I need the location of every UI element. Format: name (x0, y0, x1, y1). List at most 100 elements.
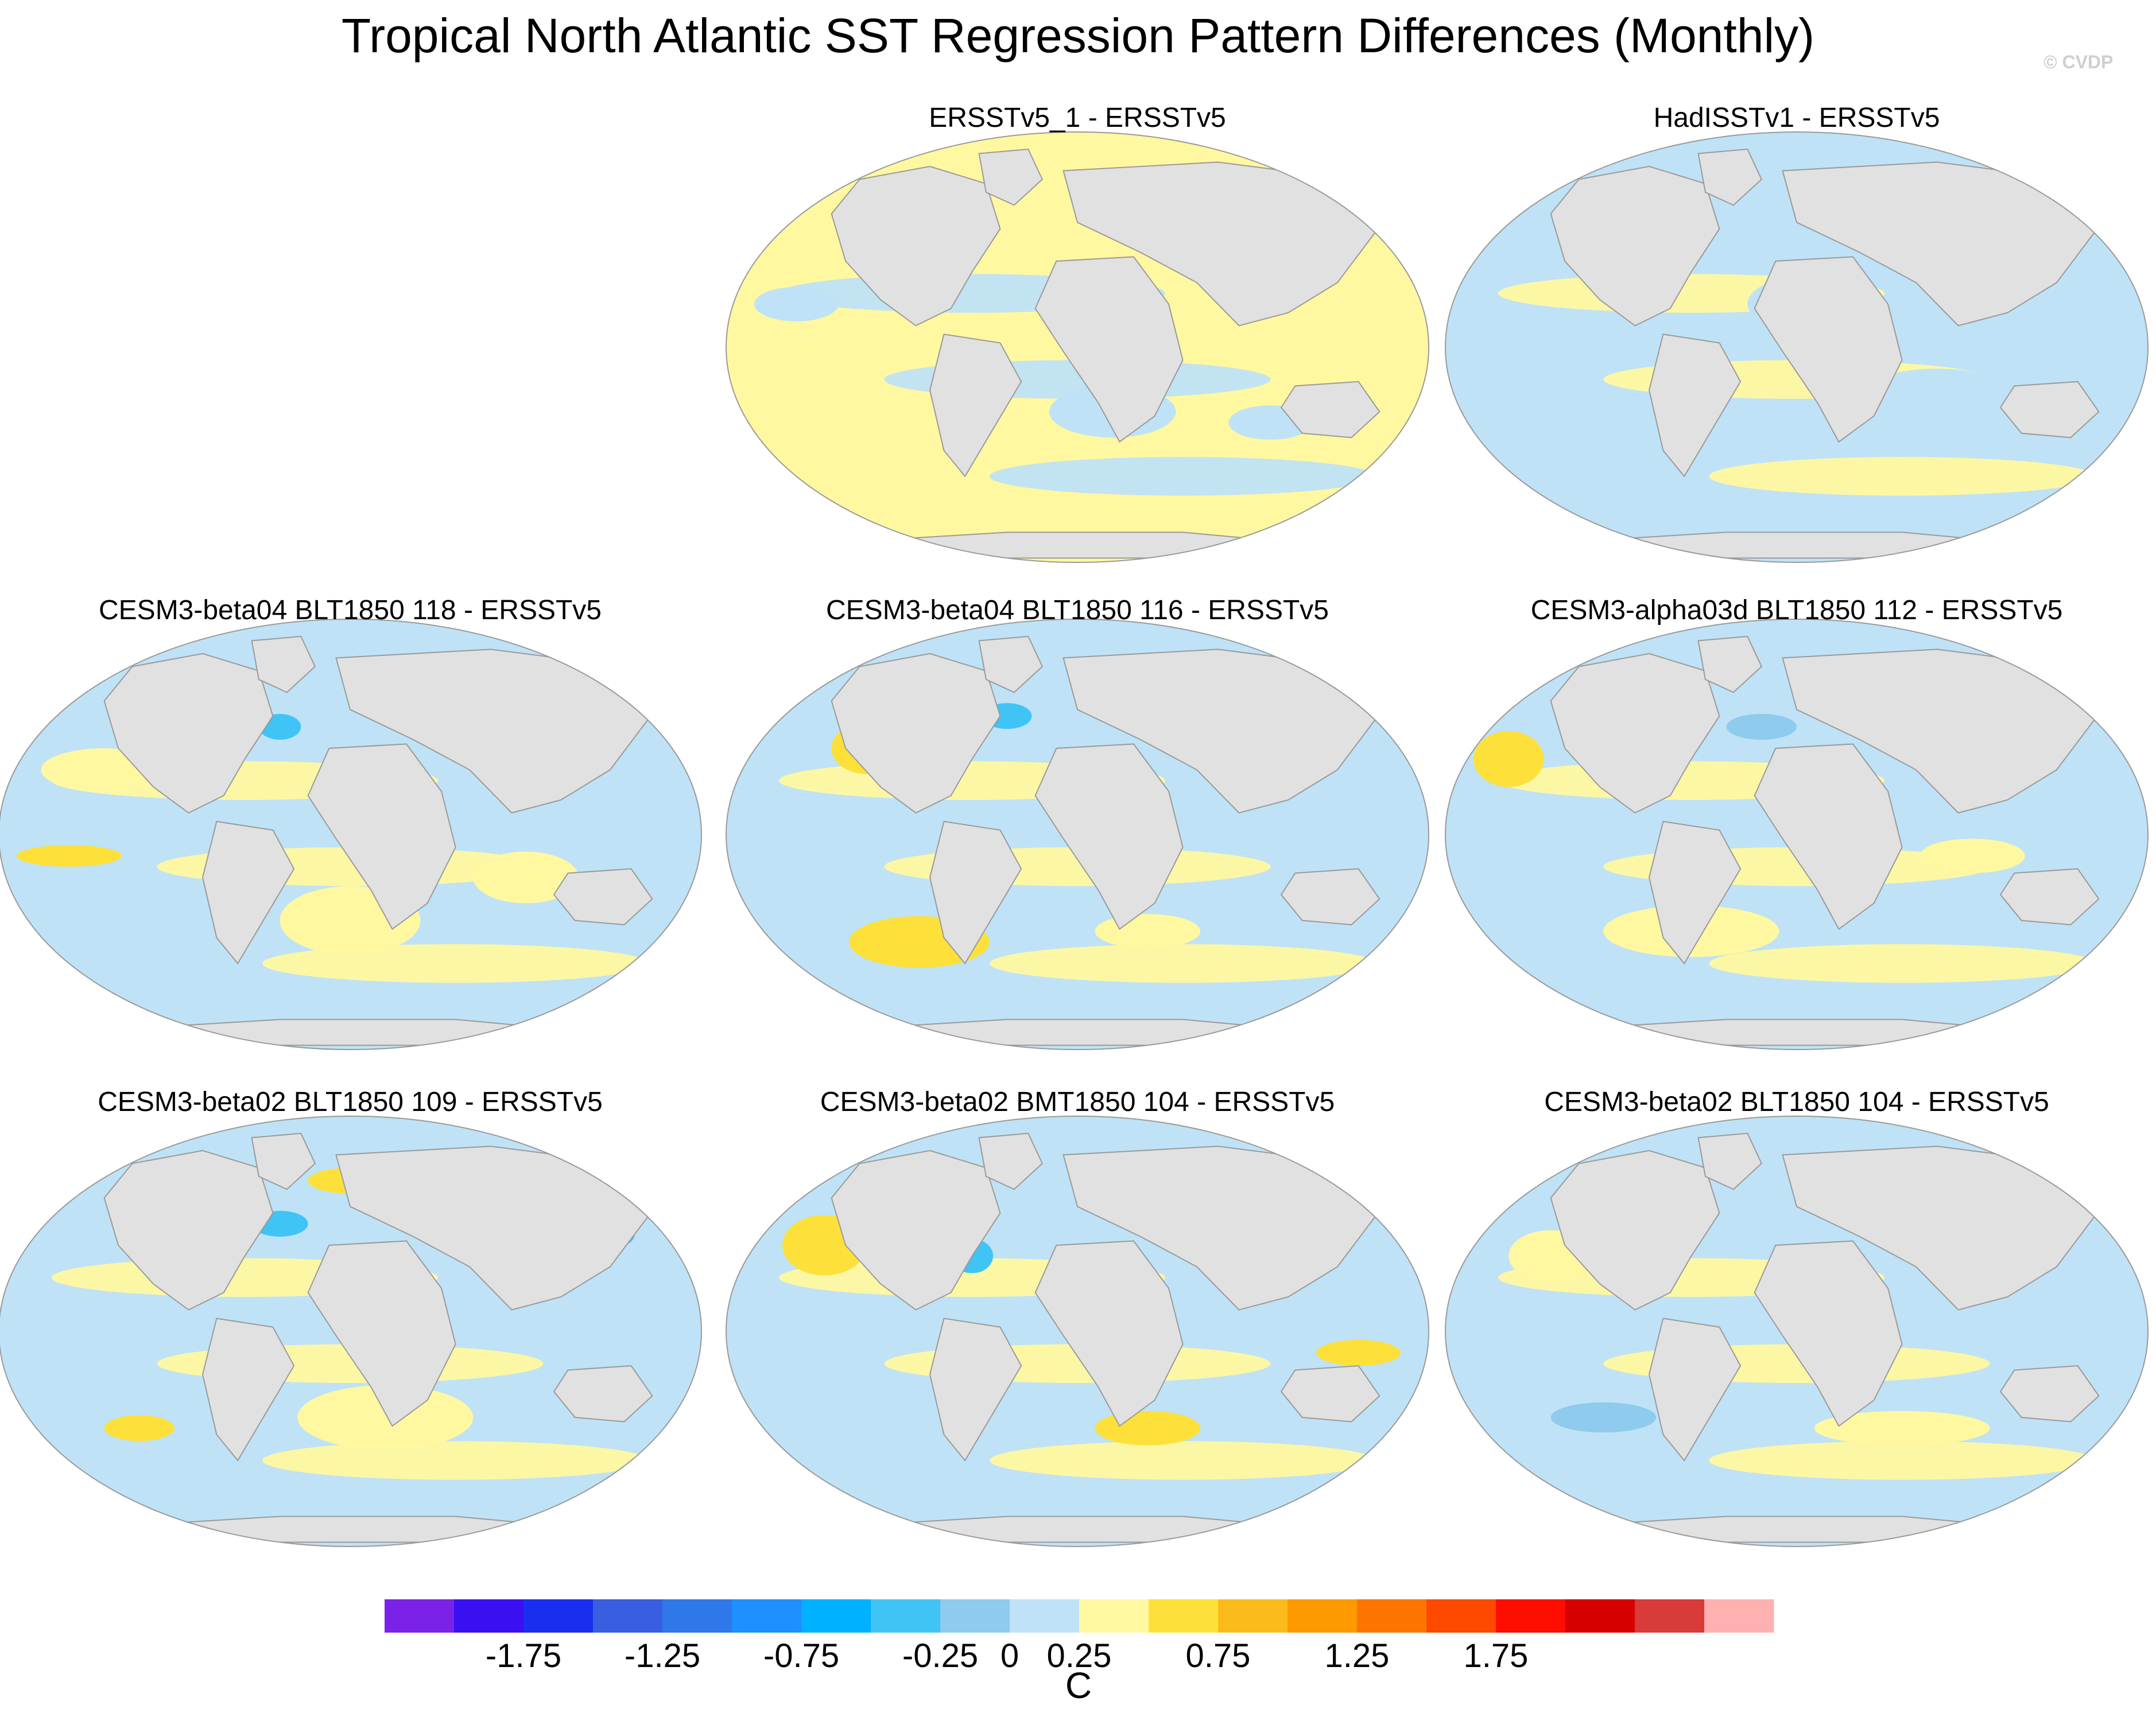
land-mass (1034, 256, 1184, 443)
anomaly-patch (1814, 1411, 1990, 1446)
land-mass (139, 1516, 596, 1543)
land-mass (929, 1318, 1022, 1462)
map-panel (1445, 619, 2148, 1050)
land-mass (1754, 1240, 1903, 1427)
colorbar-bin (732, 1599, 802, 1633)
anomaly-patch (1726, 714, 1797, 740)
land-mass (103, 652, 274, 814)
map-outline (726, 1116, 1429, 1547)
anomaly-patch (1550, 1402, 1657, 1433)
colorbar-bin (1288, 1599, 1358, 1633)
land-mass (831, 1149, 1001, 1311)
colorbar-bin (524, 1599, 594, 1633)
land-mass (978, 635, 1044, 693)
land-mass (1754, 256, 1903, 443)
anomaly-patch (1095, 1411, 1201, 1446)
land-mass (307, 1240, 456, 1427)
anomaly-patch (1867, 368, 2008, 412)
land-mass (831, 652, 1001, 814)
land-mass (1585, 1516, 2043, 1543)
panel-title: CESM3-alpha03d BLT1850 112 - ERSSTv5 (1530, 595, 2063, 625)
map-outline (1445, 619, 2149, 1050)
anomaly-patch (16, 845, 122, 867)
map-panel (1445, 132, 2148, 562)
land-mass (553, 1365, 653, 1423)
panel-title: HadISSTv1 - ERSSTv5 (1653, 103, 1940, 133)
land-mass (251, 635, 316, 693)
watermark: © CVDP (2043, 52, 2114, 72)
colorbar-bin (1704, 1599, 1774, 1633)
anomaly-band (990, 944, 1376, 983)
land-mass (929, 821, 1022, 965)
land-mass (866, 1516, 1324, 1543)
colorbar-tick-label: -0.25 (902, 1637, 979, 1675)
colorbar-tick-label: -0.75 (763, 1637, 840, 1675)
land-mass (251, 1132, 316, 1190)
map-panel (726, 619, 1429, 1050)
colorbar-tick-label: 0.25 (1046, 1637, 1112, 1675)
land-mass (103, 1149, 274, 1311)
land-mass (978, 148, 1044, 206)
land-mass (1280, 868, 1381, 926)
land-mass (1648, 821, 1742, 965)
colorbar-tick-label: 1.25 (1324, 1637, 1390, 1675)
colorbar-tick-label: 0 (1000, 1637, 1019, 1675)
land-mass (307, 743, 456, 930)
land-mass (978, 1132, 1044, 1190)
colorbar-bin (1635, 1599, 1705, 1633)
anomaly-band (1709, 944, 2096, 983)
land-mass (139, 1019, 596, 1046)
land-mass (1754, 743, 1903, 930)
anomaly-patch (754, 287, 839, 321)
land-mass (1280, 1365, 1381, 1423)
land-mass (201, 821, 295, 965)
land-mass (1648, 1318, 1742, 1462)
map-panel (726, 132, 1429, 562)
anomaly-patch (1473, 731, 1544, 787)
land-mass (553, 868, 653, 926)
colorbar-bin (662, 1599, 732, 1633)
map-panel (726, 1116, 1429, 1547)
land-mass (1550, 165, 1720, 327)
land-mass (1550, 652, 1720, 814)
panel-title: CESM3-beta04 BLT1850 116 - ERSSTv5 (826, 595, 1329, 625)
panel-title: ERSSTv5_1 - ERSSTv5 (929, 103, 1226, 133)
land-mass (1999, 868, 2100, 926)
colorbar-tick-label: -1.75 (485, 1637, 562, 1675)
colorbar-bin (1565, 1599, 1635, 1633)
colorbar-bin (801, 1599, 871, 1633)
panel-title: CESM3-beta02 BLT1850 104 - ERSSTv5 (1544, 1087, 2049, 1117)
land-mass (1550, 1149, 1720, 1311)
colorbar-bin (454, 1599, 524, 1633)
figure-title: Tropical North Atlantic SST Regression P… (341, 9, 1815, 63)
anomaly-band (990, 457, 1376, 496)
colorbar-tick-label: 1.75 (1463, 1637, 1529, 1675)
anomaly-patch (1095, 914, 1201, 949)
anomaly-patch (104, 1415, 175, 1442)
land-mass (1034, 1240, 1184, 1427)
colorbar-units: C (1065, 1665, 1092, 1706)
land-mass (1999, 380, 2100, 438)
colorbar-bin (1357, 1599, 1427, 1633)
land-mass (1280, 380, 1381, 438)
map-outline (726, 619, 1429, 1050)
colorbar-bin (385, 1599, 455, 1633)
land-mass (1697, 635, 1763, 693)
anomaly-band (990, 1441, 1376, 1480)
land-mass (831, 165, 1001, 327)
land-mass (1697, 1132, 1763, 1190)
land-mass (1648, 333, 1742, 477)
land-mass (866, 1019, 1324, 1046)
panel-title: CESM3-beta02 BMT1850 104 - ERSSTv5 (820, 1087, 1335, 1117)
colorbar-tick-label: 0.75 (1185, 1637, 1251, 1675)
map-panel (1445, 1116, 2148, 1547)
colorbar-bin (871, 1599, 941, 1633)
map-outline (1445, 131, 2149, 563)
land-mass (1697, 148, 1763, 206)
anomaly-patch (1316, 1340, 1401, 1366)
land-mass (1034, 743, 1184, 930)
panel-title: CESM3-beta02 BLT1850 109 - ERSSTv5 (98, 1087, 603, 1117)
anomaly-patch (1533, 411, 1639, 455)
